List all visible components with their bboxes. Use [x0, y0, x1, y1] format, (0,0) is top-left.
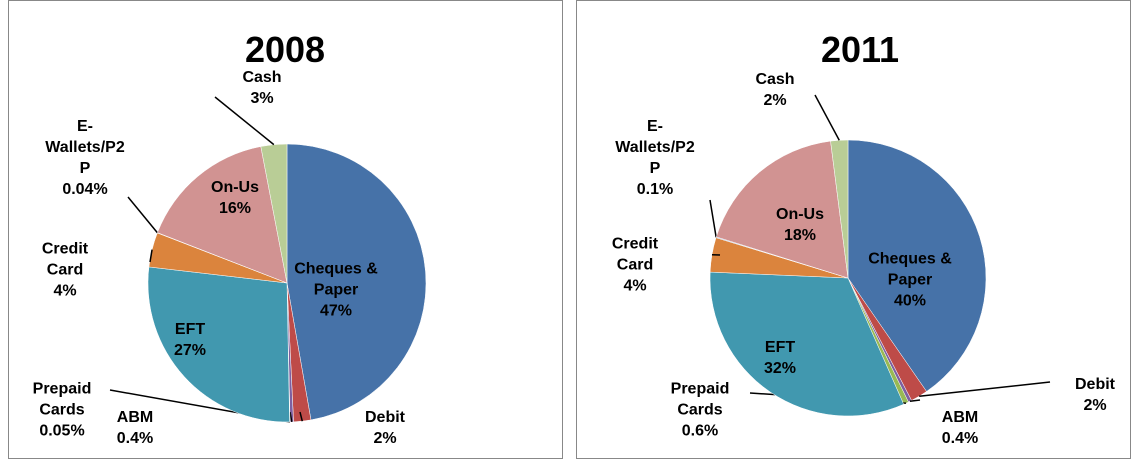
category-label: Credit Card — [611, 235, 659, 274]
category-label: Cheques & Paper — [868, 250, 952, 289]
slice-label: Cash 2% — [745, 69, 805, 111]
pie-slice — [847, 139, 987, 392]
category-label: On-Us — [211, 179, 259, 196]
value-label: 27% — [173, 342, 207, 359]
category-label: E-Wallets/P2P — [615, 118, 695, 177]
value-label: 32% — [763, 360, 797, 377]
slice-label: E-Wallets/P2P 0.1% — [615, 116, 695, 200]
slice-label: Prepaid Cards 0.6% — [650, 379, 750, 442]
value-label: 0.6% — [681, 422, 719, 440]
slice-label: EFT 27% — [160, 319, 220, 361]
slice-label: Debit 2% — [1065, 374, 1125, 416]
category-label: Cash — [242, 69, 282, 86]
pie-slice — [830, 139, 849, 279]
pie-slice — [157, 146, 288, 284]
value-label: 40% — [893, 292, 927, 310]
slice-label: Debit 2% — [355, 407, 415, 449]
leader-line — [299, 411, 304, 422]
category-label: EFT — [764, 339, 796, 356]
slice-label: Credit Card 4% — [595, 234, 675, 297]
slice-label: EFT 32% — [750, 337, 810, 379]
value-label: 47% — [319, 302, 353, 320]
leader-line — [909, 399, 921, 403]
leader-line — [289, 411, 293, 423]
slice-label: E-Wallets/P2P 0.04% — [45, 116, 125, 200]
category-label: ABM — [941, 409, 979, 426]
leader-line — [149, 249, 153, 263]
category-label: E-Wallets/P2P — [45, 118, 125, 177]
slice-label: Cheques & Paper 40% — [855, 249, 965, 312]
slice-label: ABM 0.4% — [930, 407, 990, 449]
leader-line — [919, 381, 1051, 397]
category-label: Cheques & Paper — [294, 260, 378, 299]
leader-line — [127, 196, 158, 234]
value-label: 0.04% — [62, 181, 108, 198]
category-label: Debit — [1075, 376, 1115, 393]
leader-line — [709, 199, 717, 238]
pie-slice — [715, 140, 849, 279]
value-label: 2% — [1083, 397, 1107, 414]
value-label: 18% — [783, 227, 817, 244]
value-label: 4% — [623, 277, 647, 295]
slice-label: Prepaid Cards 0.05% — [12, 379, 112, 442]
leader-line — [814, 94, 840, 141]
pie-slice — [709, 271, 905, 417]
slice-label: Cash 3% — [232, 67, 292, 109]
value-label: 3% — [250, 90, 274, 107]
leader-line — [214, 96, 275, 146]
category-label: Cash — [755, 71, 795, 88]
value-label: 2% — [373, 430, 397, 447]
category-label: ABM — [116, 409, 154, 426]
slice-label: On-Us 18% — [765, 204, 835, 246]
value-label: 16% — [218, 200, 252, 217]
pie-slice — [147, 266, 290, 423]
slice-label: Cheques & Paper 47% — [281, 259, 391, 322]
value-label: 0.4% — [116, 430, 154, 447]
slice-label: ABM 0.4% — [105, 407, 165, 449]
pie-slice — [286, 143, 427, 421]
category-label: Prepaid Cards — [32, 380, 92, 419]
chart-title: 2011 — [820, 29, 900, 70]
slice-label: Credit Card 4% — [25, 239, 105, 302]
category-label: Credit Card — [41, 240, 89, 279]
value-label: 0.05% — [39, 422, 85, 440]
value-label: 2% — [763, 92, 787, 109]
category-label: EFT — [174, 321, 206, 338]
slice-label: On-Us 16% — [200, 177, 270, 219]
value-label: 0.4% — [941, 430, 979, 447]
category-label: On-Us — [776, 206, 824, 223]
value-label: 4% — [53, 282, 77, 300]
panel-border — [8, 0, 563, 459]
category-label: Debit — [365, 409, 405, 426]
category-label: Prepaid Cards — [670, 380, 730, 419]
panel-border — [576, 0, 1131, 459]
value-label: 0.1% — [636, 181, 674, 198]
chart-title: 2008 — [244, 29, 326, 70]
